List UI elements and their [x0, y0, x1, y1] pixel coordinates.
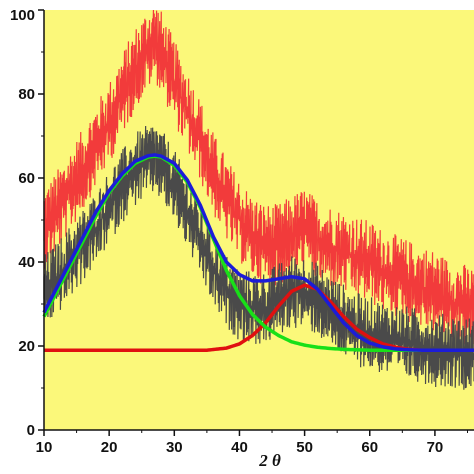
series-2-noisy-trace	[43, 125, 474, 390]
x-tick-label: 10	[36, 439, 53, 456]
series-1-noisy-trace	[43, 9, 474, 345]
y-tick-label: 60	[18, 170, 35, 187]
x-tick-label: 50	[296, 439, 313, 456]
x-tick-label: 40	[231, 439, 248, 456]
x-tick-label: 60	[361, 439, 378, 456]
x-tick-label: 20	[101, 439, 118, 456]
x-tick-label: 30	[166, 439, 183, 456]
y-tick-label: 80	[18, 86, 35, 103]
y-tick-label: 40	[18, 254, 35, 271]
plot-area	[42, 9, 474, 390]
x-axis-title: 2 θ	[258, 451, 281, 470]
y-tick-label: 20	[18, 338, 35, 355]
x-axis: 10 20 30 40 50 60 70	[36, 429, 474, 456]
series-5-fit-curve	[42, 153, 474, 352]
y-tick-label: 100	[10, 7, 35, 24]
x-tick-label: 70	[427, 439, 444, 456]
y-axis: 0 20 40 60 80 100	[10, 7, 45, 439]
y-tick-label: 0	[27, 422, 35, 439]
